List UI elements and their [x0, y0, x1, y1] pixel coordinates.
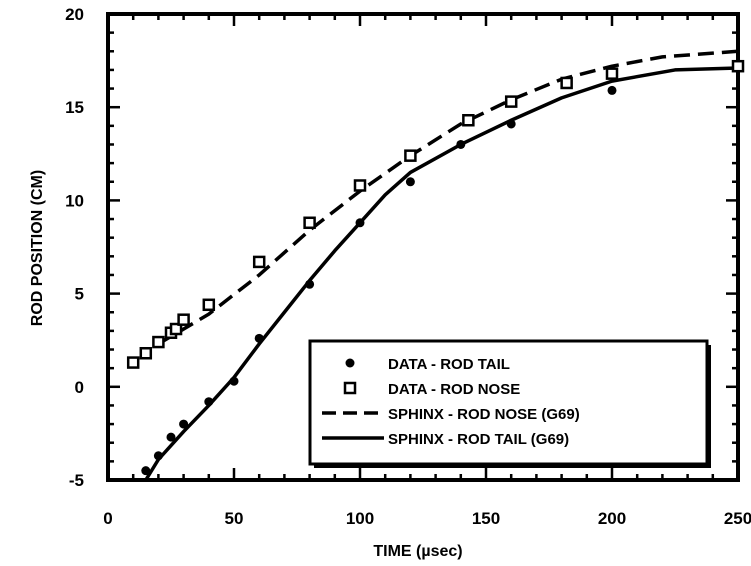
rod-tail-data-point — [405, 177, 415, 187]
x-tick-label: 150 — [472, 509, 500, 528]
y-tick-label: 10 — [65, 191, 84, 210]
x-tick-label: 100 — [346, 509, 374, 528]
series-group — [126, 49, 745, 481]
plot-frame-group — [106, 12, 740, 482]
rod-nose-data-point — [504, 95, 518, 108]
rod-nose-data-point — [177, 313, 190, 326]
rod-nose-data-point — [202, 298, 216, 312]
rod-tail-data-point — [179, 419, 189, 429]
legend-label: DATA - ROD NOSE — [388, 381, 520, 398]
y-tick-label: 5 — [75, 285, 84, 304]
y-tick-labels: -5 0 5 10 15 20 — [65, 5, 84, 490]
legend-label: SPHINX - ROD NOSE (G69) — [388, 406, 580, 423]
rod-tail-data-point — [204, 397, 214, 407]
x-tick-label: 200 — [598, 509, 626, 528]
rod-tail-data-point — [229, 376, 239, 386]
rod-tail-data-point — [305, 279, 315, 289]
rod-nose-data-point — [139, 346, 153, 360]
rod-tail-data-point — [355, 218, 365, 228]
rod-tail-data-point — [153, 451, 163, 461]
x-tick-label: 50 — [225, 509, 244, 528]
rod-tail-data-point — [456, 139, 466, 149]
sphinx-rod-tail-line — [144, 66, 739, 481]
legend: DATA - ROD TAIL DATA - ROD NOSE SPHINX - R… — [308, 339, 711, 468]
legend-label: DATA - ROD TAIL — [388, 356, 510, 373]
rod-nose-data-point — [560, 76, 573, 90]
legend-dot-marker — [345, 358, 355, 368]
plot-frame — [106, 12, 740, 482]
ticks-group — [108, 14, 738, 480]
x-tick-label: 250 — [724, 509, 751, 528]
rod-nose-data-point — [303, 216, 316, 230]
y-tick-label: 15 — [65, 98, 84, 117]
rod-nose-data-point — [353, 179, 367, 192]
y-tick-label: -5 — [69, 471, 84, 490]
x-tick-label: 0 — [103, 509, 112, 528]
x-axis-title: TIME (µsec) — [373, 543, 462, 560]
sphinx-rod-nose-line — [157, 49, 739, 346]
x-tick-labels: 0 50 100 150 200 250 — [103, 509, 751, 528]
rod-tail-data-point — [607, 85, 617, 95]
rod-nose-data-point — [152, 335, 165, 349]
rod-tail-data-point — [166, 432, 176, 442]
rod-tail-data-point — [141, 466, 151, 476]
rod-nose-data-point — [605, 67, 619, 80]
legend-label: SPHINX - ROD TAIL (G69) — [388, 431, 569, 448]
rod-nose-data-point — [252, 255, 266, 269]
y-tick-label: 20 — [65, 5, 84, 24]
rod-nose-data-point — [404, 149, 417, 162]
rod-nose-data-point — [731, 59, 745, 73]
rod-tail-data-point — [506, 119, 516, 129]
legend-box — [308, 339, 709, 466]
rod-tail-data-point — [254, 333, 264, 343]
legend-square-marker — [343, 381, 357, 395]
rod-nose-data-point — [462, 113, 475, 127]
y-axis-title: ROD POSITION (CM) — [29, 170, 46, 326]
y-tick-label: 0 — [75, 378, 84, 397]
rod-nose-data-point — [169, 322, 183, 336]
rod-nose-data-point — [126, 356, 140, 369]
